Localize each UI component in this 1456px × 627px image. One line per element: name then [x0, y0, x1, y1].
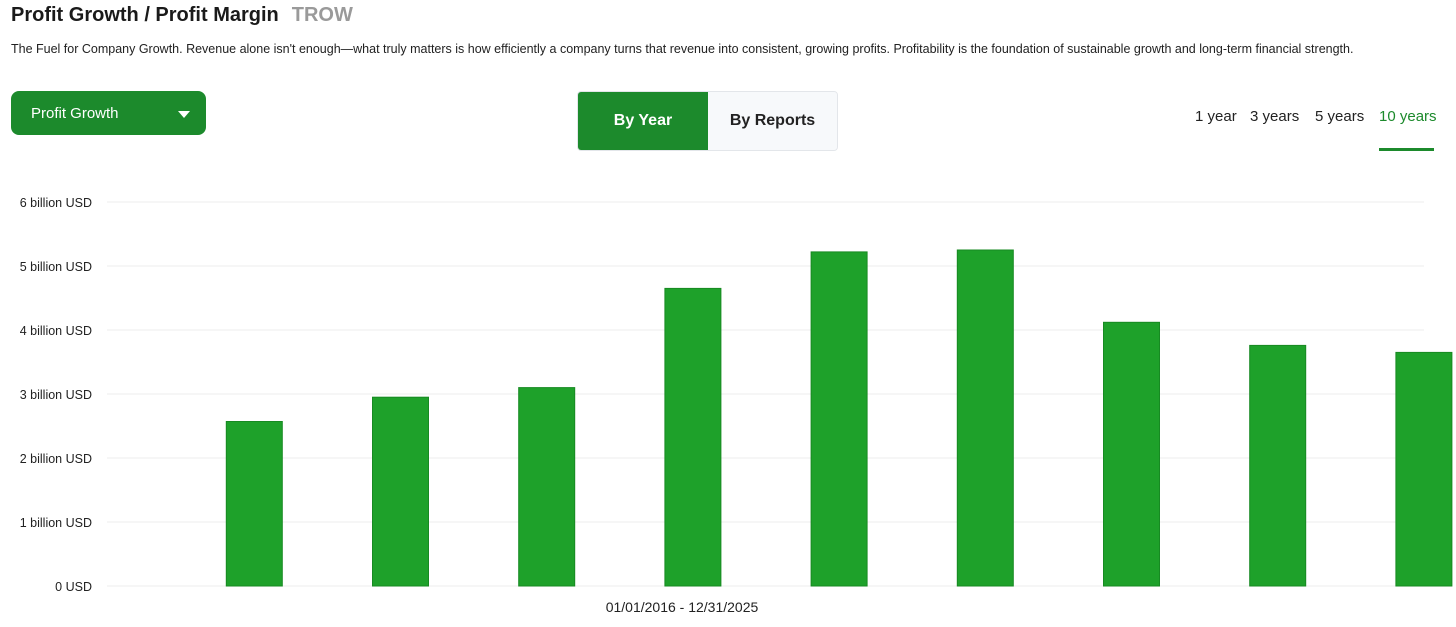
chevron-down-icon: [178, 110, 190, 118]
range-10-years[interactable]: 10 years: [1379, 108, 1437, 125]
y-tick-label: 1 billion USD: [20, 516, 92, 530]
bar-2017[interactable]: [225, 421, 283, 587]
y-tick-label: 5 billion USD: [20, 260, 92, 274]
bars: [225, 249, 1453, 587]
title-row: Profit Growth / Profit Margin TROW: [11, 4, 353, 27]
y-tick-label: 0 USD: [55, 580, 92, 594]
bar-2020[interactable]: [664, 287, 722, 587]
y-axis-ticks: 0 USD 1 billion USD 2 billion USD 3 billion…: [20, 196, 92, 594]
y-tick-label: 6 billion USD: [20, 196, 92, 210]
x-axis-date-range: 01/01/2016 - 12/31/2025: [606, 599, 759, 615]
grid-lines: [107, 201, 1424, 587]
bar-2019[interactable]: [518, 387, 576, 587]
bar-2022[interactable]: [956, 249, 1014, 587]
range-1-year[interactable]: 1 year: [1195, 108, 1237, 125]
y-tick-label: 3 billion USD: [20, 388, 92, 402]
metric-dropdown[interactable]: Profit Growth: [11, 91, 206, 135]
view-toggle: By Year By Reports: [577, 91, 838, 151]
bar-2018[interactable]: [372, 396, 429, 587]
range-5-years[interactable]: 5 years: [1315, 108, 1365, 125]
bar-2023[interactable]: [1103, 321, 1160, 587]
by-reports-button[interactable]: By Reports: [708, 92, 837, 150]
range-selector: 1 year 3 years 5 years 10 years: [0, 108, 1456, 152]
ticker-label: TROW: [291, 4, 353, 26]
range-3-years[interactable]: 3 years: [1250, 108, 1300, 125]
bar-2024[interactable]: [1249, 344, 1307, 587]
y-tick-label: 4 billion USD: [20, 324, 92, 338]
metric-dropdown-label: Profit Growth: [31, 104, 119, 122]
by-year-button[interactable]: By Year: [578, 92, 708, 150]
y-tick-label: 2 billion USD: [20, 452, 92, 466]
range-active-underline: [1379, 148, 1434, 151]
bar-2025[interactable]: [1395, 351, 1453, 587]
description-text: The Fuel for Company Growth. Revenue alo…: [11, 42, 1354, 56]
page-title: Profit Growth / Profit Margin: [11, 4, 279, 26]
bar-2021[interactable]: [810, 251, 868, 587]
